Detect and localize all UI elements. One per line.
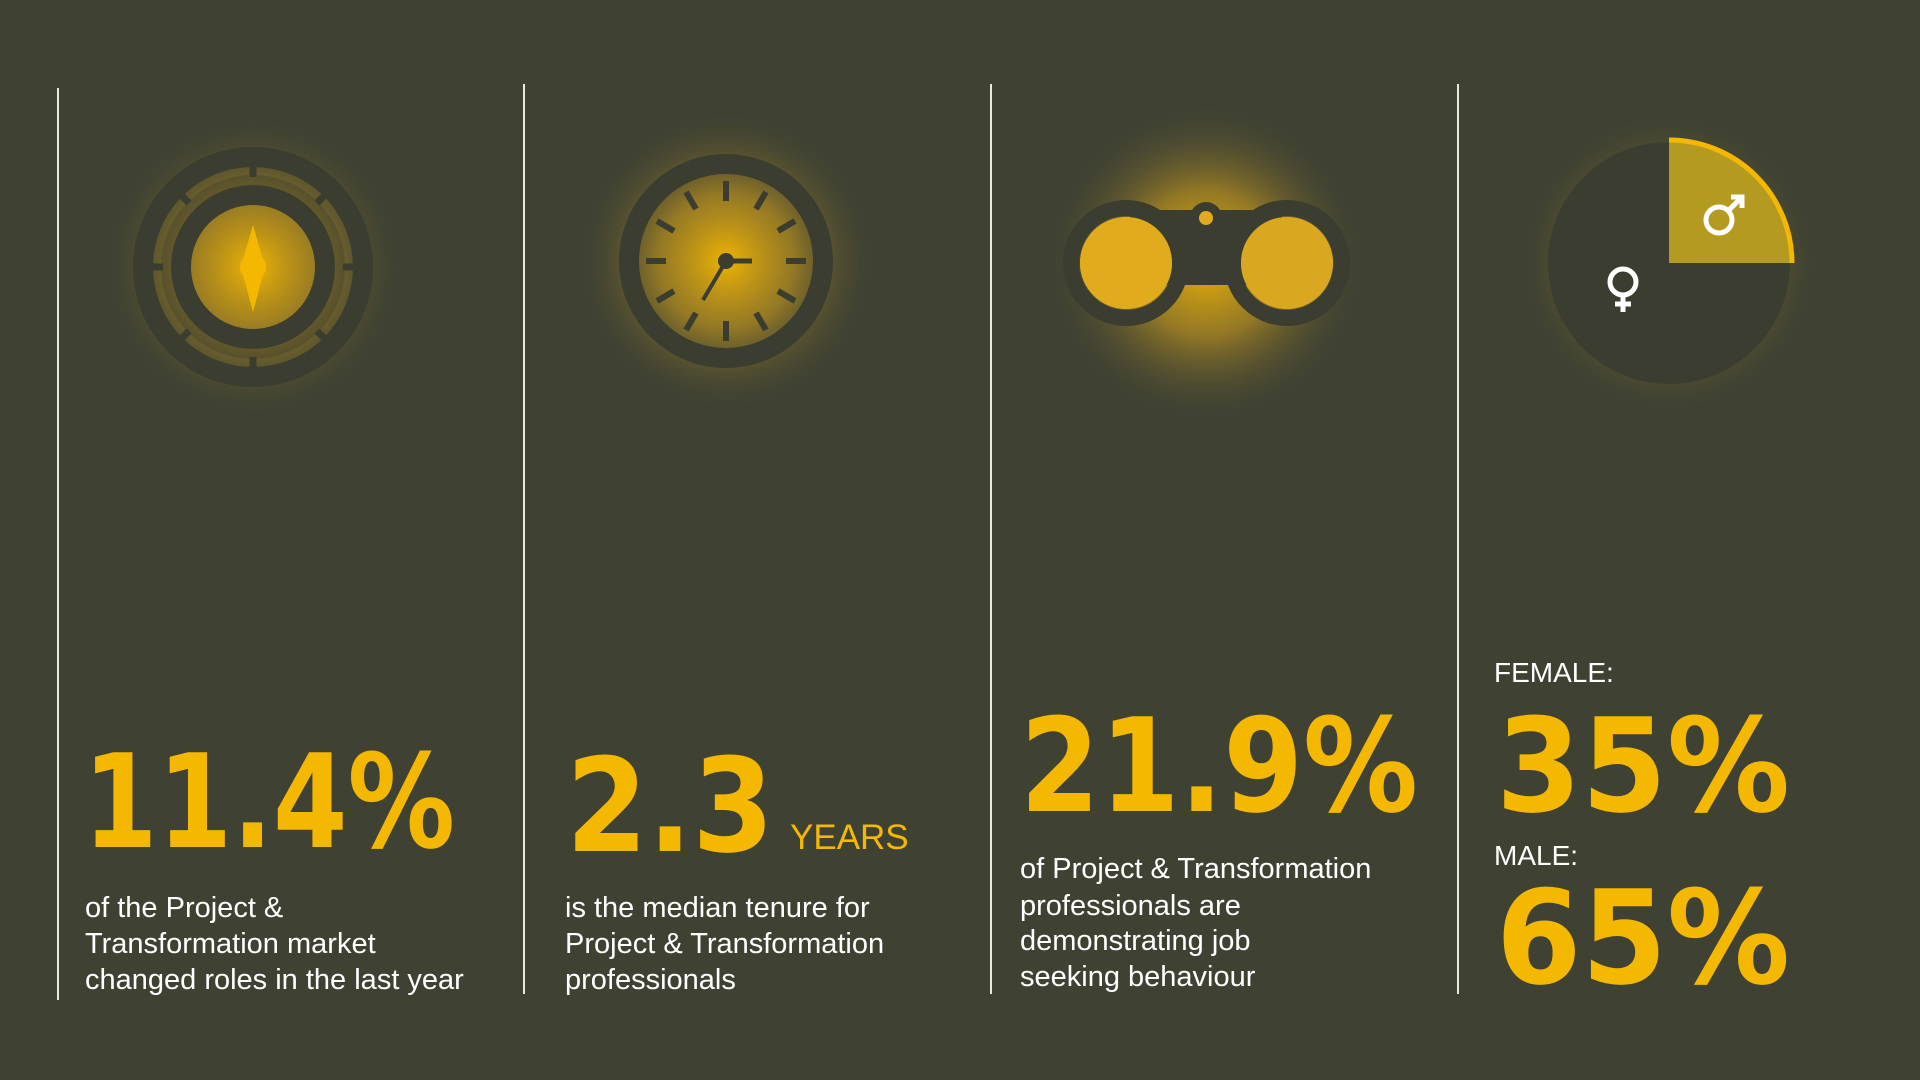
stat-description: demonstrating job (1020, 925, 1251, 957)
stat-value: 2.3 (566, 730, 774, 882)
stat-description: Project & Transformation (565, 928, 884, 960)
stat-description: seeking behaviour (1020, 961, 1256, 993)
stat-description: professionals (565, 964, 736, 996)
compass-icon (103, 117, 403, 417)
male-value: 65% (1496, 862, 1790, 1014)
dividers (57, 84, 1459, 1000)
stat-description: of Project & Transformation (1020, 853, 1371, 885)
stat-value: 11.4% (83, 726, 455, 878)
stat-description: of the Project & (85, 892, 283, 924)
stat-description: Transformation market (85, 928, 376, 960)
stat-value: 21.9% (1020, 690, 1418, 842)
stat-description: is the median tenure for (565, 892, 870, 924)
clock-icon (576, 111, 876, 411)
binoculars-icon (1046, 103, 1366, 423)
stat-description: changed roles in the last year (85, 964, 464, 996)
female-value: 35% (1496, 690, 1790, 842)
male-label: MALE: (1494, 840, 1578, 871)
stat-unit: YEARS (790, 818, 909, 857)
gender-pie-icon (1519, 113, 1819, 413)
stat-description: professionals are (1020, 890, 1241, 922)
female-label: FEMALE: (1494, 657, 1614, 688)
